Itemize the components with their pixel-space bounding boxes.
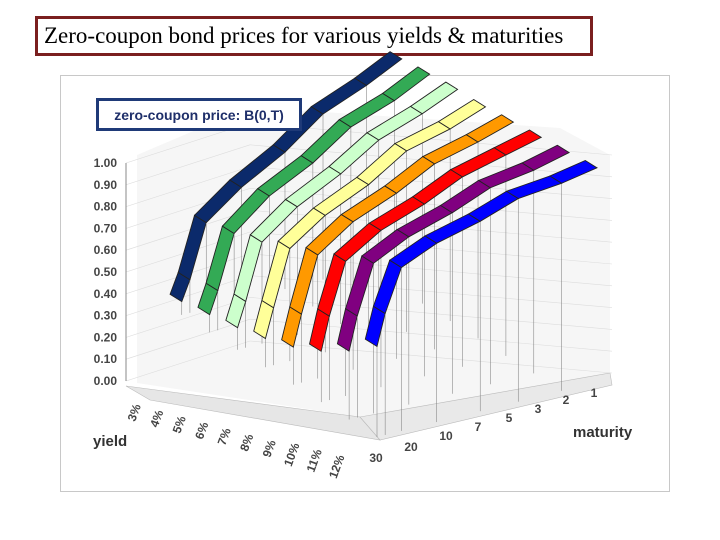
maturity-tick-label: 3 — [535, 402, 542, 416]
grid-line — [249, 318, 613, 352]
grid-line — [249, 340, 613, 374]
ribbon-segment — [409, 81, 459, 115]
ribbon-segment — [381, 66, 431, 102]
grid-line — [125, 166, 251, 207]
z-tick-label: 0.70 — [94, 221, 118, 235]
maturity-tick-label: 20 — [404, 440, 418, 454]
z-tick-label: 0.90 — [94, 178, 118, 192]
ribbon-segment — [493, 129, 543, 156]
yield-tick-label: 5% — [170, 414, 189, 435]
yield-tick-label: 7% — [215, 426, 234, 447]
chart-title: zero-coupon price: B(0,T) — [96, 98, 302, 131]
yield-tick-label: 12% — [326, 453, 347, 481]
z-tick-label: 0.00 — [94, 374, 118, 388]
grid-line — [125, 144, 251, 186]
grid-line — [125, 209, 251, 251]
z-tick-label: 1.00 — [94, 156, 118, 170]
y-axis-label: yield — [93, 433, 127, 450]
z-tick-label: 0.60 — [94, 243, 118, 257]
maturity-tick-label: 2 — [563, 393, 570, 407]
maturity-tick-label: 10 — [439, 429, 453, 443]
ribbon-segment — [465, 114, 515, 143]
z-tick-label: 0.80 — [94, 200, 118, 214]
grid-line — [249, 297, 613, 330]
grid-line — [125, 297, 251, 338]
grid-line — [125, 318, 251, 360]
z-tick-label: 0.40 — [94, 287, 118, 301]
maturity-tick-label: 7 — [475, 420, 482, 434]
grid-line — [249, 166, 613, 199]
chart-floor-right — [359, 372, 613, 441]
yield-tick-label: 9% — [260, 438, 279, 459]
ribbon-segment — [353, 51, 403, 86]
grid-line — [249, 231, 613, 265]
z-tick-label: 0.50 — [94, 265, 118, 279]
maturity-tick-label: 30 — [369, 451, 383, 465]
yield-tick-label: 6% — [192, 420, 211, 441]
x-axis-label: maturity — [573, 424, 633, 441]
yield-tick-label: 11% — [304, 447, 325, 474]
grid-line — [125, 340, 251, 382]
z-tick-label: 0.30 — [94, 309, 118, 323]
z-tick-label: 0.10 — [94, 352, 118, 366]
z-tick-label: 0.20 — [94, 330, 118, 344]
maturity-tick-label: 1 — [591, 386, 598, 400]
grid-line — [125, 275, 251, 316]
yield-tick-label: 10% — [281, 441, 302, 469]
ribbon-segment — [437, 99, 487, 130]
yield-tick-label: 3% — [125, 402, 144, 423]
ribbon-segment — [521, 144, 571, 171]
ribbon-segment — [549, 159, 598, 184]
yield-tick-label: 8% — [237, 432, 256, 453]
maturity-tick-label: 5 — [506, 411, 513, 425]
slide-title: Zero-coupon bond prices for various yiel… — [35, 16, 593, 56]
yield-tick-label: 4% — [147, 408, 166, 429]
